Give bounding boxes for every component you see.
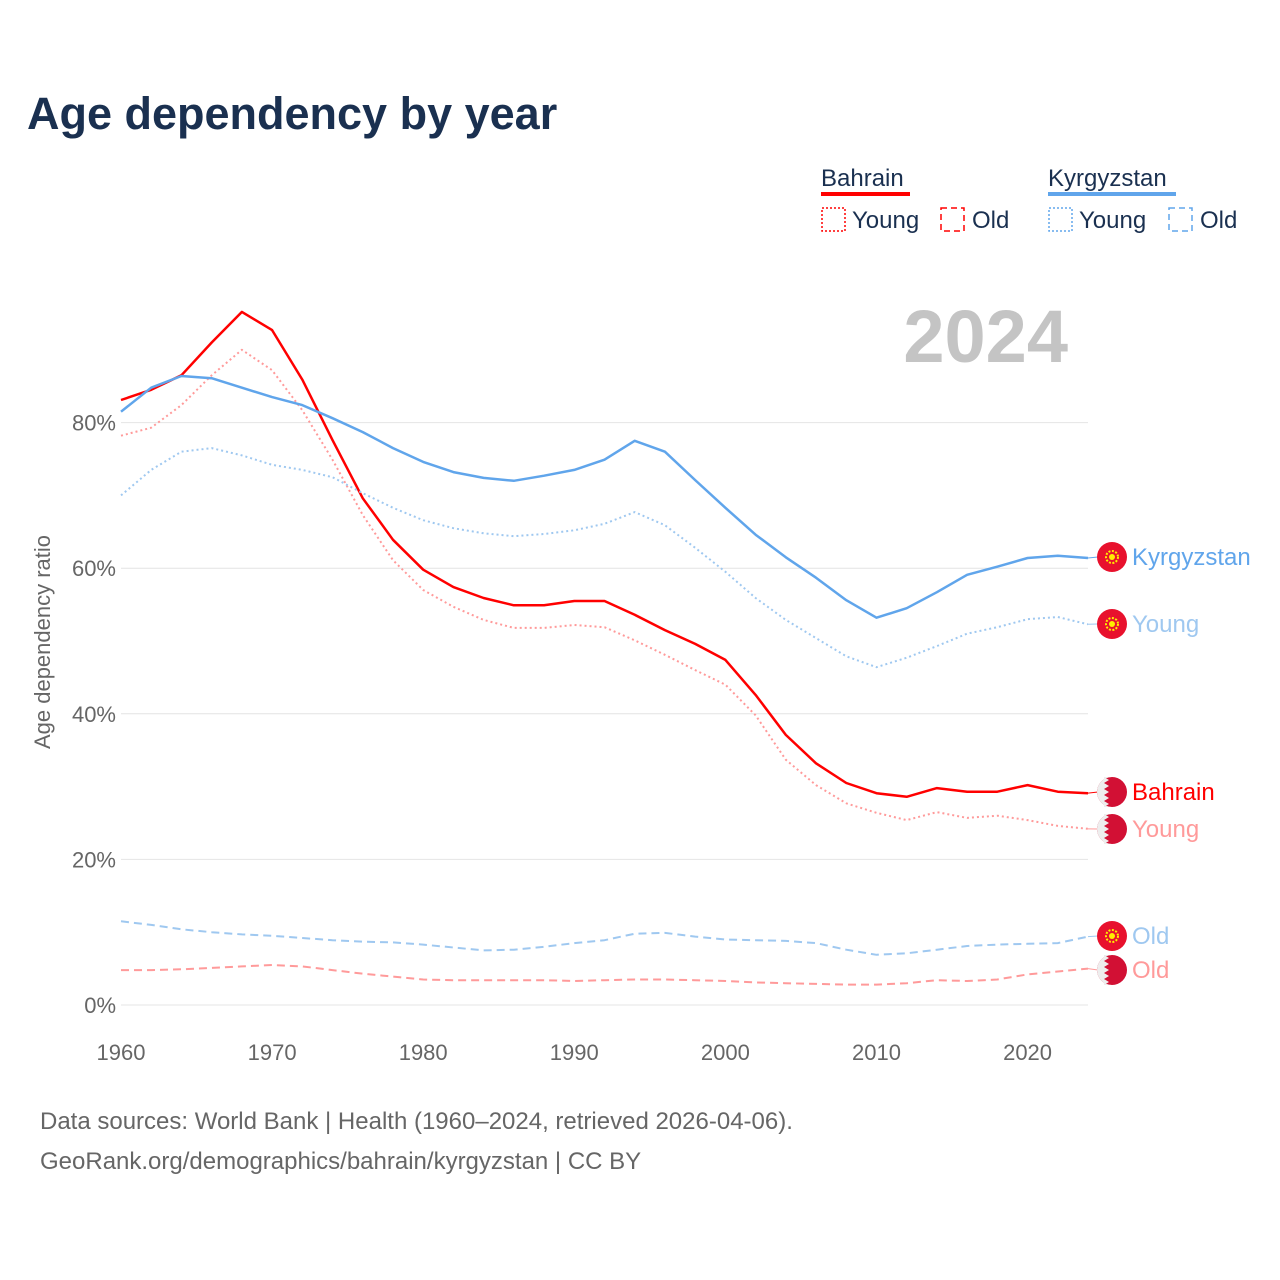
y-tick-label: 80% <box>72 411 116 436</box>
label-connector <box>1087 791 1099 794</box>
series-line-bahrain-old <box>121 964 1089 986</box>
end-label: Old <box>1132 923 1169 950</box>
kyrgyzstan-flag-icon <box>1097 609 1127 639</box>
legend-old-label[interactable]: Old <box>1200 207 1237 234</box>
chart-title: Age dependency by year <box>27 88 558 139</box>
x-tick-label: 1980 <box>399 1040 448 1065</box>
y-tick-label: 60% <box>72 556 116 581</box>
footer-url[interactable]: GeoRank.org/demographics/bahrain/kyrgyzs… <box>40 1148 642 1175</box>
axes: 0% 20% 40% 60% 80% 1960 1970 1980 1990 2000 2010 20… <box>72 411 1052 1065</box>
y-tick-label: 0% <box>84 993 116 1018</box>
bahrain-flag-icon <box>1097 814 1127 844</box>
series-line-kyrgyzstan-old <box>120 920 1089 956</box>
legend-young-swatch <box>1048 207 1073 232</box>
series-line-bahrain <box>120 310 1089 799</box>
series-line-bahrain-young <box>120 348 1089 830</box>
end-label: Bahrain <box>1132 779 1215 806</box>
legend-young-swatch <box>821 207 846 232</box>
kyrgyzstan-flag-icon <box>1097 921 1127 951</box>
kyrgyzstan-flag-icon <box>1097 542 1127 572</box>
legend-old-swatch <box>940 207 965 232</box>
label-connector <box>1087 935 1099 938</box>
legend-country-kyrgyzstan[interactable]: Kyrgyzstan <box>1048 165 1167 192</box>
legend-young-label[interactable]: Young <box>852 207 919 234</box>
x-tick-label: 2000 <box>701 1040 750 1065</box>
footer-sources: Data sources: World Bank | Health (1960–… <box>40 1108 793 1135</box>
legend-country-swatch <box>821 192 910 196</box>
y-tick-label: 40% <box>72 702 116 727</box>
end-labels: Bahrain Young Old Kyrgyzstan Young Old <box>1087 542 1251 985</box>
bahrain-flag-icon <box>1097 777 1127 807</box>
legend-country-swatch <box>1048 192 1176 196</box>
series-lines <box>120 310 1089 986</box>
series-line-kyrgyzstan <box>120 374 1089 619</box>
y-axis-label: Age dependency ratio <box>30 535 55 749</box>
legend-old-label[interactable]: Old <box>972 207 1009 234</box>
x-tick-label: 2020 <box>1003 1040 1052 1065</box>
legend-country-bahrain[interactable]: Bahrain <box>821 165 904 192</box>
end-label: Kyrgyzstan <box>1132 544 1251 571</box>
x-tick-label: 1970 <box>248 1040 297 1065</box>
x-tick-label: 2010 <box>852 1040 901 1065</box>
end-label: Young <box>1132 816 1199 843</box>
bahrain-flag-icon <box>1097 955 1127 985</box>
grid <box>121 422 1088 1006</box>
x-tick-label: 1960 <box>97 1040 146 1065</box>
year-watermark: 2024 <box>903 295 1068 378</box>
series-line-kyrgyzstan-young <box>120 447 1089 669</box>
label-connector <box>1087 556 1099 559</box>
legend: Bahrain Young Old Kyrgyzstan Young Old <box>821 165 1237 234</box>
y-tick-label: 20% <box>72 847 116 872</box>
legend-young-label[interactable]: Young <box>1079 207 1146 234</box>
label-connector <box>1087 968 1099 971</box>
end-label: Old <box>1132 957 1169 984</box>
legend-old-swatch <box>1168 207 1193 232</box>
x-tick-label: 1990 <box>550 1040 599 1065</box>
end-label: Young <box>1132 611 1199 638</box>
